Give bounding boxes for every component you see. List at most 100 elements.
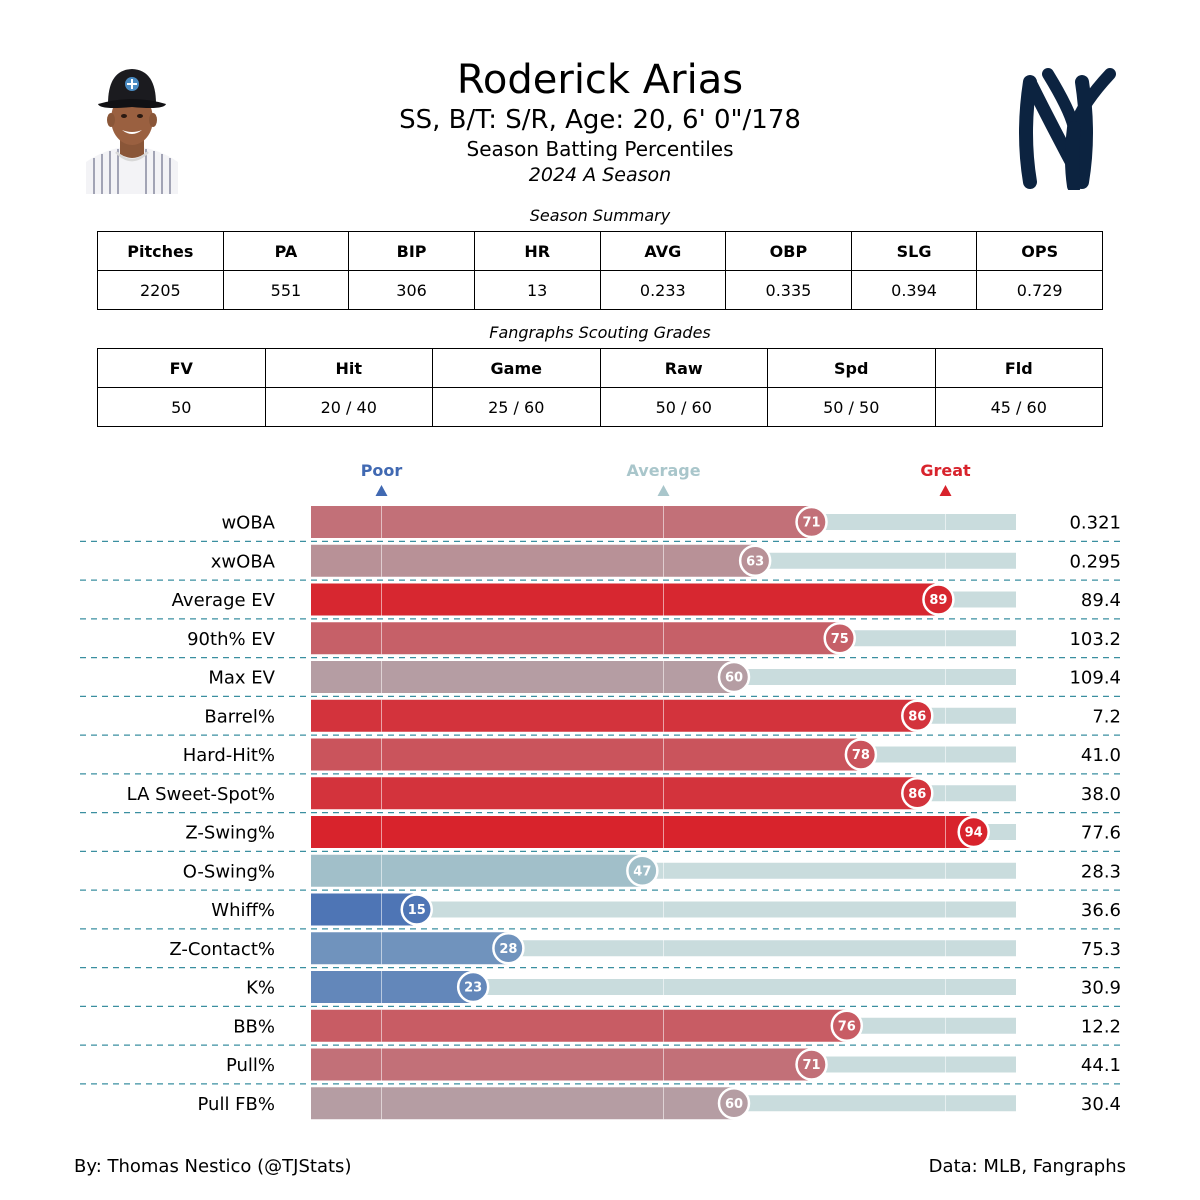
grade-value-cell: 45 / 60 (934, 387, 1103, 427)
summary-header-cell: BIP (348, 231, 475, 271)
summary-value-cell: 13 (473, 270, 601, 310)
legend-marker-poor (375, 485, 388, 496)
metric-label: LA Sweet-Spot% (127, 784, 275, 805)
metric-label: 90th% EV (187, 629, 276, 650)
metric-label: K% (246, 978, 275, 999)
percentile-bar (311, 971, 474, 1003)
player-name: Roderick Arias (456, 57, 744, 103)
metric-value: 28.3 (1081, 861, 1121, 882)
summary-header-cell: OBP (725, 231, 852, 271)
percentile-chart: Poor Average Great 71 wOBA 0.321 63 xwOBA 0.295 8… (80, 461, 1121, 1120)
metric-label: BB% (233, 1016, 275, 1037)
metric-value: 30.9 (1081, 978, 1121, 999)
metric-label: Average EV (172, 590, 276, 611)
metric-label: Whiff% (211, 900, 275, 921)
percentile-bubble (844, 738, 878, 771)
player-headshot-icon (86, 64, 178, 194)
grade-value-cell: 25 / 60 (432, 387, 601, 427)
metric-value: 109.4 (1069, 668, 1121, 689)
metric-label: Max EV (208, 668, 275, 689)
grade-header-cell: FV (97, 348, 266, 388)
metric-value: 77.6 (1081, 823, 1121, 844)
footer-credit: By: Thomas Nestico (@TJStats) (74, 1156, 352, 1177)
percentile-bar (311, 661, 734, 693)
summary-value-cell: 0.394 (850, 270, 978, 310)
percentile-label: 86 (908, 787, 926, 802)
legend-marker-great (939, 485, 952, 496)
summary-header-cell: PA (222, 231, 350, 271)
metric-label: Barrel% (204, 706, 275, 727)
percentile-bar (311, 932, 509, 965)
percentile-label: 78 (852, 748, 870, 763)
percentile-bubble (717, 660, 751, 694)
percentile-bubble (795, 505, 828, 539)
summary-header-cell: SLG (850, 231, 978, 271)
summary-value-cell: 551 (222, 270, 350, 310)
percentile-bubble (400, 893, 433, 926)
percentile-bar (311, 816, 974, 848)
metric-value: 0.321 (1069, 513, 1121, 534)
legend-marker-average (657, 485, 670, 496)
player-bio: SS, B/T: S/R, Age: 20, 6' 0"/178 (399, 105, 801, 135)
percentile-bubble (717, 1087, 751, 1120)
percentile-label: 60 (725, 1097, 743, 1112)
grade-header-cell: Spd (767, 348, 936, 388)
metric-label: xwOBA (211, 551, 276, 572)
percentile-bubble (456, 970, 490, 1004)
percentile-bubble (823, 622, 856, 655)
percentile-bar (311, 777, 918, 810)
summary-value-cell: 0.335 (725, 270, 852, 310)
percentile-label: 71 (803, 516, 821, 531)
metric-value: 0.295 (1069, 551, 1121, 572)
grade-header-cell: Game (432, 348, 601, 388)
percentile-bar (311, 1048, 812, 1081)
percentile-bubble (922, 583, 955, 616)
percentile-bubble (626, 854, 659, 887)
percentile-label: 94 (965, 826, 983, 841)
metric-value: 36.6 (1081, 900, 1121, 921)
percentile-label: 28 (499, 942, 517, 957)
metric-label: Z-Swing% (185, 823, 275, 844)
metric-label: Hard-Hit% (183, 745, 275, 766)
metric-label: Pull% (226, 1055, 275, 1076)
metric-label: Z-Contact% (169, 939, 275, 960)
summary-value-cell: 0.233 (599, 270, 727, 310)
season-label: 2024 A Season (528, 164, 672, 186)
summary-value-cell: 2205 (97, 270, 224, 310)
percentile-bar (311, 854, 643, 887)
percentile-label: 63 (746, 554, 764, 569)
percentile-bar (311, 1087, 734, 1120)
metric-value: 89.4 (1081, 590, 1121, 611)
summary-value-cell: 0.729 (976, 270, 1103, 310)
metric-value: 103.2 (1069, 629, 1121, 650)
metric-value: 75.3 (1081, 939, 1121, 960)
summary-header-cell: HR (473, 231, 601, 271)
grade-header-cell: Hit (264, 348, 433, 388)
metric-label: wOBA (221, 513, 275, 534)
grade-value-cell: 20 / 40 (264, 387, 433, 427)
percentile-bubble (795, 1048, 828, 1081)
grade-value-cell: 50 / 50 (767, 387, 936, 427)
summary-header-cell: OPS (976, 231, 1103, 271)
percentile-label: 47 (633, 864, 651, 879)
percentile-bubble (738, 544, 772, 577)
percentile-bar (311, 544, 756, 577)
metric-value: 30.4 (1081, 1094, 1121, 1115)
percentile-bar (311, 1009, 847, 1042)
grade-header-cell: Raw (599, 348, 768, 388)
grade-value-cell: 50 (97, 387, 266, 427)
metric-label: Pull FB% (198, 1094, 275, 1115)
season-summary-title: Season Summary (529, 206, 671, 225)
percentile-label: 76 (838, 1019, 856, 1034)
percentile-label: 15 (408, 903, 426, 918)
legend-label-average: Average (626, 461, 700, 480)
metric-value: 44.1 (1081, 1055, 1121, 1076)
metric-value: 41.0 (1081, 745, 1121, 766)
percentile-bar (311, 622, 840, 655)
metric-label: O-Swing% (183, 861, 275, 882)
percentile-label: 75 (831, 632, 849, 647)
percentile-bubble (957, 815, 990, 849)
legend-label-great: Great (920, 461, 971, 480)
report-title: Season Batting Percentiles (466, 137, 734, 161)
percentile-bubble (901, 699, 934, 732)
